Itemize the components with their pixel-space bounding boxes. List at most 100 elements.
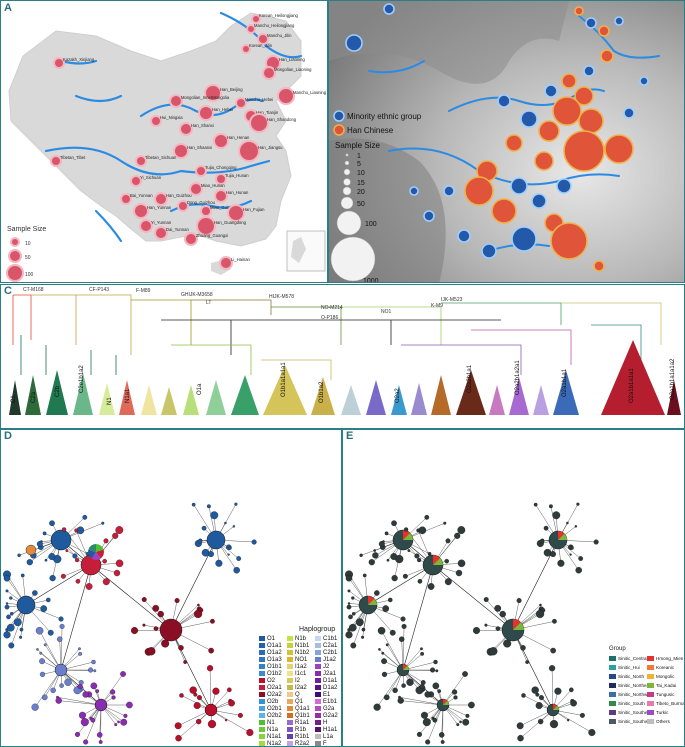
haplogroup-legend-item: D1a1 xyxy=(315,678,337,685)
haplogroup-legend-item: O2a2 xyxy=(259,692,282,699)
haplogroup-legend-item: Q1b1 xyxy=(287,713,310,720)
han-sample-point xyxy=(598,25,610,37)
size-legend-b-title: Sample Size xyxy=(335,141,380,150)
clade-label-o2a1b1a1: O2a1b1a1 xyxy=(562,368,568,397)
tree-marker-5: LT xyxy=(206,300,211,306)
sample-point-han_hebei xyxy=(198,105,214,121)
han-sample-point xyxy=(464,176,494,206)
haplogroup-legend-item: I1c1 xyxy=(287,671,306,678)
haplogroup-legend-item: C2a1 xyxy=(315,643,337,650)
place-label: Han_Guizhou xyxy=(166,193,192,198)
tree-marker-2: F-M89 xyxy=(136,288,151,294)
map-a-sample-points: Kazakh_Xinjiang Korean_Heilongjiang Manchu… xyxy=(50,13,327,270)
place-label: Miao_Guizhou xyxy=(210,205,238,210)
han-sample-point xyxy=(574,86,594,106)
sample-point-han_henan xyxy=(213,133,229,149)
group-legend-item: Turkic xyxy=(647,710,668,716)
sample-point-han_beijing xyxy=(204,84,222,102)
minority-sample-point xyxy=(544,84,558,98)
place-label: Han_Shaanxi xyxy=(187,145,212,150)
haplogroup-legend-item: C1b1 xyxy=(315,636,337,643)
minority-sample-point xyxy=(409,186,419,196)
clade-label-c1: C1 xyxy=(11,395,17,403)
place-label: Han_Beijing xyxy=(220,87,243,92)
map-b-sample-points xyxy=(345,3,649,272)
haplogroup-legend-item: N1 xyxy=(259,720,275,727)
pie-slice xyxy=(88,549,96,559)
size-legend-b-50: 50 xyxy=(357,201,365,208)
size-legend-a: Sample Size 10 50 100 xyxy=(6,226,46,282)
han-sample-point xyxy=(593,260,605,272)
pie-slice xyxy=(91,552,101,560)
han-sample-point xyxy=(604,134,634,164)
group-legend-item: Tungusic xyxy=(647,692,674,698)
haplogroup-legend-item: N1a2 xyxy=(259,741,281,746)
minority-sample-point xyxy=(457,229,471,243)
haplogroup-legend-item: O2b xyxy=(259,699,278,706)
sample-point-miao_hunan xyxy=(189,182,203,196)
place-label: Tujia_Hunan xyxy=(225,173,249,178)
sample-point-yi_yunnan xyxy=(139,219,153,233)
pie-slice xyxy=(88,544,96,552)
sample-point-bai_yunnan xyxy=(120,193,132,205)
group-legend-item: Sinitic_Northeast xyxy=(609,683,653,689)
haplogroup-legend-item: N1a1 xyxy=(259,734,281,741)
haplogroup-legend-item: J2a1 xyxy=(315,671,336,678)
haplogroup-legend-item: R1a1 xyxy=(287,720,309,727)
group-legend-item: Sinitic_North xyxy=(609,674,644,680)
minority-sample-point xyxy=(443,185,455,197)
minority-sample-point xyxy=(423,210,435,222)
place-label: Li_Hainan xyxy=(231,257,251,262)
group-legend-item: Sinitic_Southwest xyxy=(609,719,654,725)
minority-sample-point xyxy=(510,177,528,195)
haplogroup-legend-item: E1b1 xyxy=(315,699,337,706)
sample-point-tibetan_sichuan xyxy=(135,155,147,167)
tree-marker-7: NO1 xyxy=(381,309,392,315)
place-label: Miao_Hunan xyxy=(201,183,225,188)
pie-slice xyxy=(96,549,104,559)
han-sample-point xyxy=(491,198,517,224)
clade-label-c2b: C2b xyxy=(55,385,61,397)
group-legend-item: Others xyxy=(647,719,670,725)
place-label: Han_Hunan xyxy=(226,190,249,195)
size-legend-b-10: 10 xyxy=(357,170,365,177)
size-legend-b-15: 15 xyxy=(357,180,365,187)
place-label: Korean_Heilongjiang xyxy=(259,13,299,18)
sample-point-han_guizhou xyxy=(154,192,168,206)
minority-sample-point xyxy=(481,243,497,259)
clade-label-c2a: C2a xyxy=(31,391,37,403)
haplogroup-legend-item: O1b2 xyxy=(259,671,282,678)
minority-sample-point xyxy=(623,107,635,119)
minority-sample-point xyxy=(614,16,624,26)
place-label: Kazakh_Xinjiang xyxy=(63,57,95,62)
panel-d-network: D Haplogroup O1 O1a1 O1a2 O1a3 O1b1 O1b2 O2 O2a… xyxy=(0,429,342,747)
sample-point-korean_jilin xyxy=(241,44,251,54)
sample-point-tujia_hunan xyxy=(215,173,227,185)
place-label: Mongolian_InnerMongolia xyxy=(181,95,230,100)
clade-label-o2a1b1a1a1a2: O2a1b1a1a1a2 xyxy=(670,358,676,400)
clade-label-c2e1b1a2: C2e1b1a2 xyxy=(79,365,85,393)
haplogroup-legend-item: C2b1 xyxy=(315,650,337,657)
tree-markers-c: CT-M168 CF-P143 F-M89 GHIJK-M3658 HIJK-M578 L… xyxy=(23,287,463,321)
terrain-map-b: Minority ethnic group Han Chinese Sample… xyxy=(329,1,684,282)
haplogroup-legend-item: N1a xyxy=(259,727,278,734)
tree-marker-3: GHIJK-M3658 xyxy=(181,292,213,298)
sample-point-han_jiangsu xyxy=(238,140,260,162)
haplogroup-legend-title: Haplogroup xyxy=(299,626,336,633)
haplogroup-legend-item: J2 xyxy=(315,664,329,671)
size-legend-b-1: 1 xyxy=(357,153,361,160)
network-hub-node xyxy=(54,663,68,677)
han-sample-point xyxy=(552,96,582,126)
size-legend-b-20: 20 xyxy=(357,189,365,196)
size-legend-a-10: 10 xyxy=(25,241,31,247)
han-sample-point xyxy=(574,6,584,16)
network-nodes xyxy=(3,502,257,745)
haplogroup-legend-item: O1b1 xyxy=(259,664,282,671)
clade-label-o2a1b1a1a1: O2a1b1a1a1 xyxy=(629,368,635,403)
haplogroup-legend-item: I2 xyxy=(287,678,300,685)
group-legend: Group Sinitic_Central Hmong_Mien Sinitic_H… xyxy=(607,644,684,744)
place-label: Dong_Guizhou xyxy=(187,200,216,205)
place-label: Han_Jiangsu xyxy=(258,145,283,150)
place-label: Han_Hebei xyxy=(212,107,233,112)
sample-point-han_fujian xyxy=(227,204,245,222)
